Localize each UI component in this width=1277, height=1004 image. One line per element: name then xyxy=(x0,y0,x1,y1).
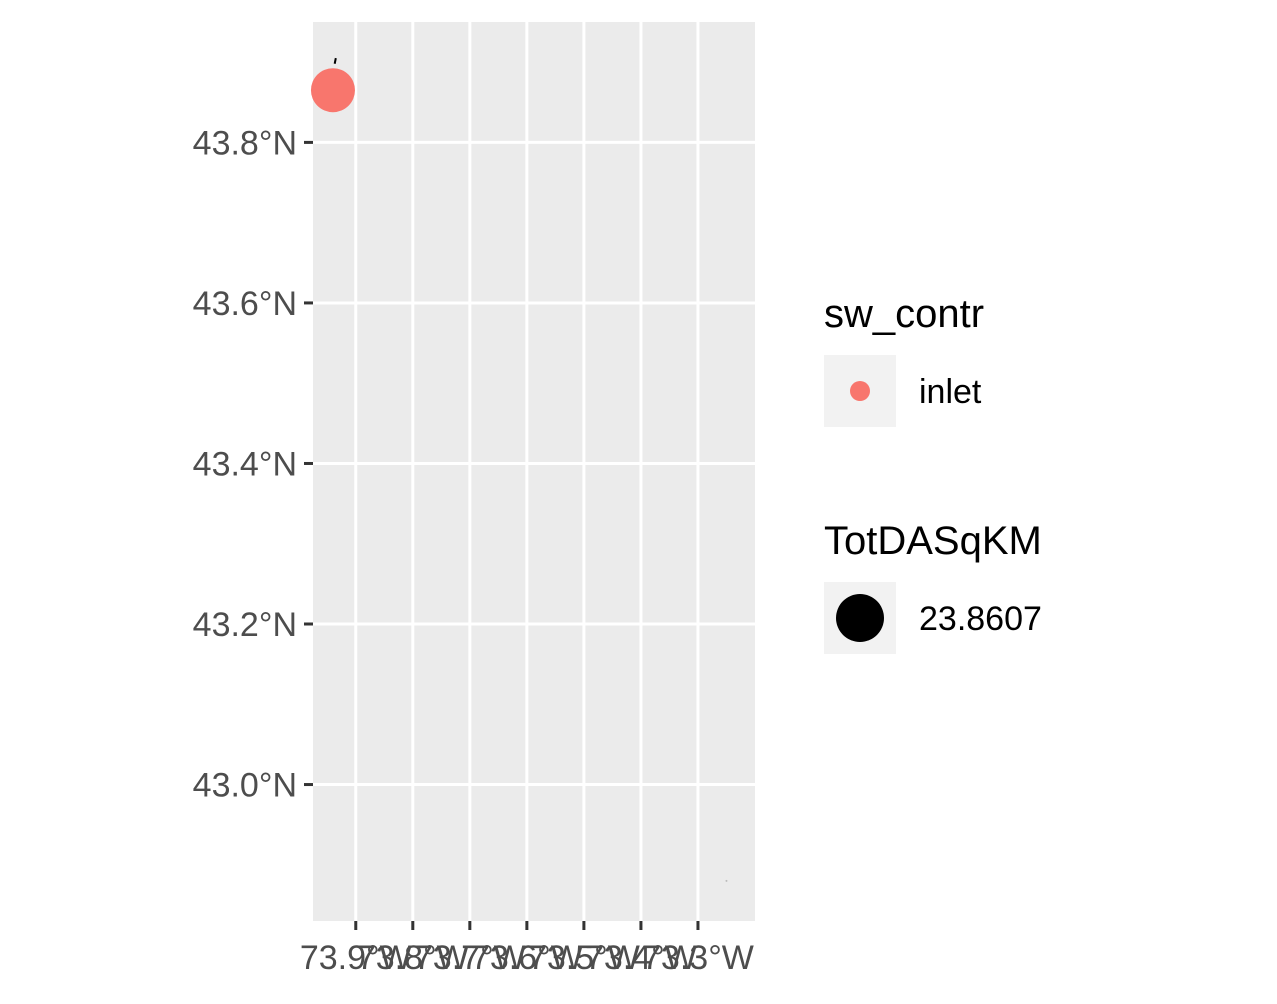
x-tick-label: 73.9°W xyxy=(300,939,412,977)
x-tick-label: 73.3°W xyxy=(642,939,754,977)
small-feature-point xyxy=(725,879,728,882)
y-tick-label: 43.4°N xyxy=(193,445,297,483)
legend-title: sw_contr xyxy=(824,292,984,336)
x-tick-label: 73.7°W xyxy=(414,939,526,977)
legend-key-symbol xyxy=(850,381,870,401)
x-tick-label: 73.8°W xyxy=(357,939,469,977)
data-points xyxy=(310,68,355,113)
legend-title: TotDASqKM xyxy=(824,519,1042,563)
y-tick-label: 43.6°N xyxy=(193,285,297,323)
map-features xyxy=(333,57,728,882)
x-tick-label: 73.5°W xyxy=(528,939,640,977)
legend-label: inlet xyxy=(919,373,982,411)
legend-key-symbol xyxy=(836,594,884,642)
stream-line-feature xyxy=(333,57,337,64)
y-tick-label: 43.0°N xyxy=(193,767,297,805)
x-tick-label: 73.4°W xyxy=(585,939,697,977)
grid-lines xyxy=(313,22,755,921)
y-tick-label: 43.8°N xyxy=(193,124,297,162)
y-tick-label: 43.2°N xyxy=(193,606,297,644)
legend-label: 23.8607 xyxy=(919,600,1042,638)
axes: 43.0°N 43.2°N 43.4°N 43.6°N 43.8°N 73.9°W73.8… xyxy=(193,124,754,977)
inlet-point xyxy=(310,68,355,113)
x-tick-label: 73.6°W xyxy=(471,939,583,977)
plot-panel xyxy=(313,22,755,921)
